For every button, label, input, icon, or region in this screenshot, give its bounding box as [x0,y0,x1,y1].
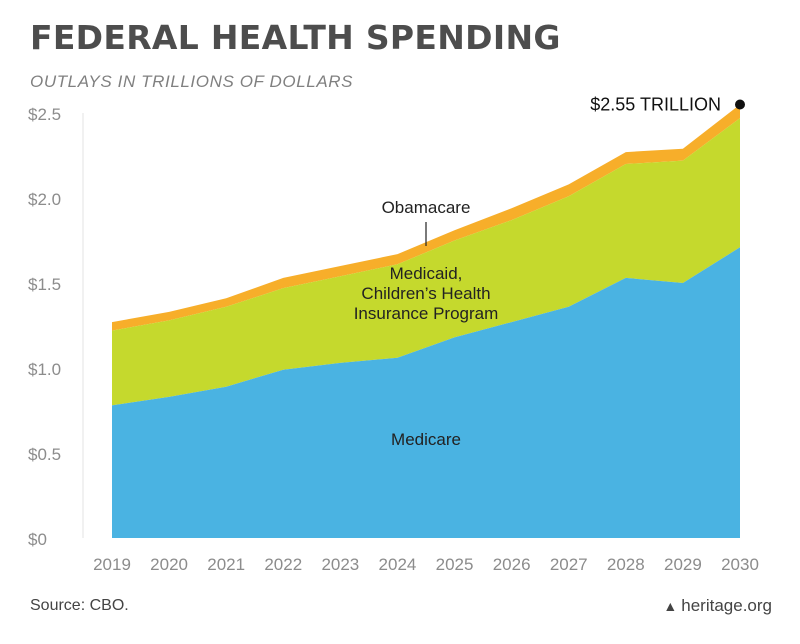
y-tick-label: $1.5 [28,275,61,294]
series-label-medicaid-line: Children’s Health [361,284,490,303]
x-tick-label: 2019 [93,555,131,574]
total-marker-dot [735,99,745,110]
series-label-medicaid-line: Medicaid, [390,264,463,283]
x-tick-label: 2029 [664,555,702,574]
total-annotation-label: $2.55 TRILLION [590,95,721,115]
liberty-bell-icon: ▲ [663,598,678,614]
y-tick-label: $2.0 [28,190,61,209]
source-note: Source: CBO. [30,597,129,614]
series-label-medicaid-line: Insurance Program [354,304,499,323]
brand-link[interactable]: ▲ heritage.org [663,596,772,616]
x-tick-label: 2026 [493,555,531,574]
y-tick-label: $1.0 [28,360,61,379]
area-series-medicare [112,247,740,539]
y-tick-label: $0 [28,530,47,549]
brand-label: heritage.org [681,596,772,615]
y-tick-label: $0.5 [28,445,61,464]
series-label-medicare: Medicare [391,430,461,449]
x-tick-label: 2023 [321,555,359,574]
series-label-obamacare: Obamacare [382,198,471,217]
chart-subtitle: OUTLAYS IN TRILLIONS OF DOLLARS [30,72,354,91]
chart-title: FEDERAL HEALTH SPENDING [30,18,561,57]
x-tick-label: 2030 [721,555,759,574]
x-tick-label: 2028 [607,555,645,574]
x-tick-label: 2022 [264,555,302,574]
x-tick-label: 2021 [207,555,245,574]
x-tick-label: 2024 [379,555,417,574]
area-series-medicaid [112,118,740,406]
y-tick-label: $2.5 [28,105,61,124]
x-tick-label: 2020 [150,555,188,574]
x-tick-label: 2027 [550,555,588,574]
x-tick-label: 2025 [436,555,474,574]
